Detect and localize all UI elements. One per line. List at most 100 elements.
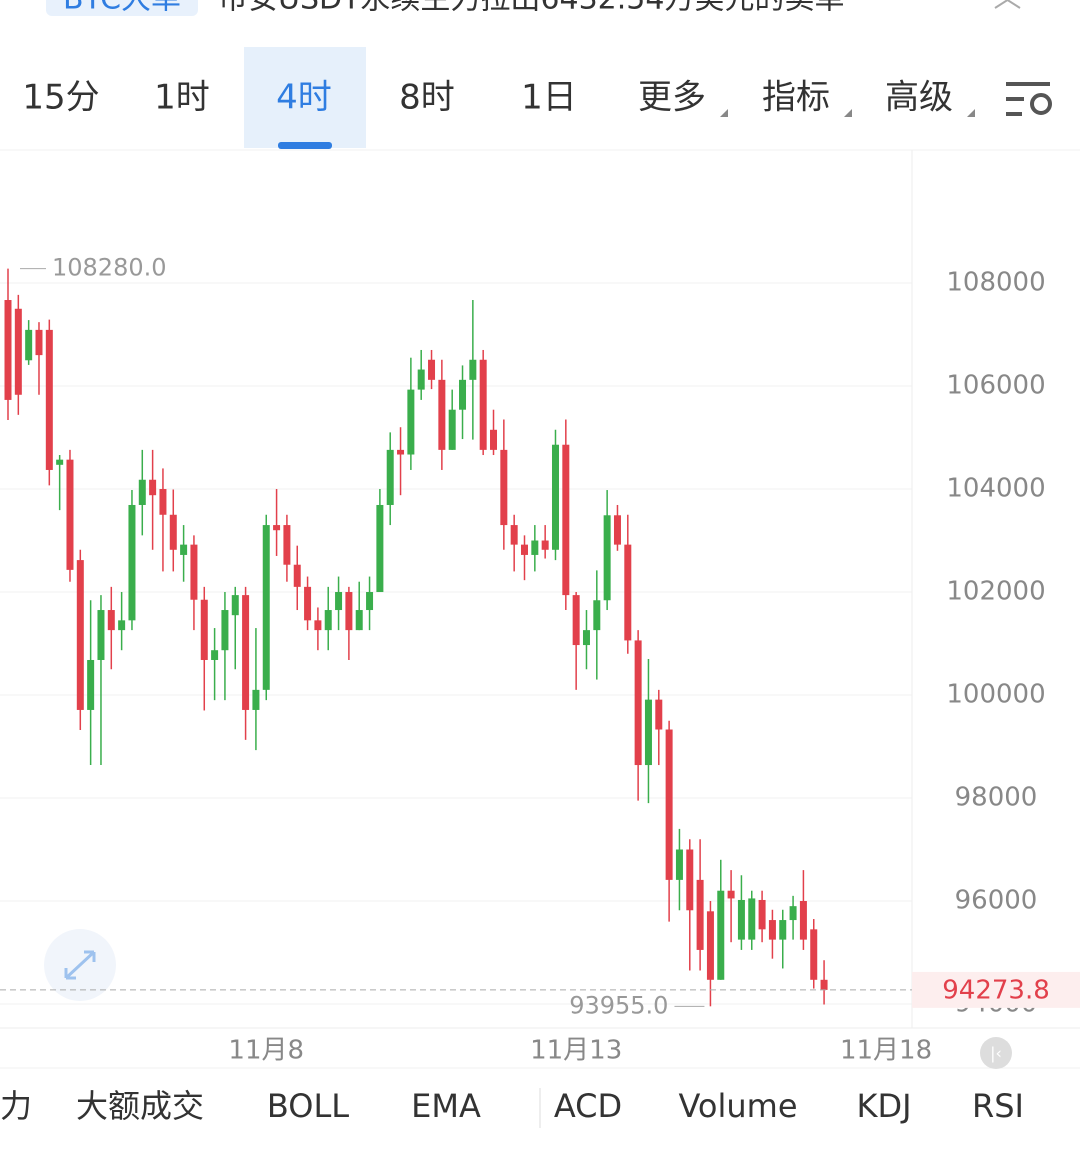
- candle-body: [314, 620, 322, 631]
- candle-body: [4, 300, 12, 400]
- candle-body: [469, 359, 477, 380]
- timeframe-tab[interactable]: 高级: [885, 78, 953, 118]
- candle-body: [56, 459, 64, 465]
- close-icon[interactable]: [994, 0, 1021, 9]
- candle-body: [655, 699, 663, 730]
- indicator-tab[interactable]: EMA: [411, 1087, 481, 1125]
- settings-icon[interactable]: [1006, 82, 1052, 116]
- selected-tab-bar: [278, 142, 332, 149]
- candle-body: [810, 929, 818, 980]
- candle-body: [169, 514, 177, 550]
- candle-body: [66, 459, 74, 570]
- timeframe-tab[interactable]: 1时: [154, 78, 210, 118]
- candle-body: [521, 544, 528, 555]
- candle-body: [252, 689, 260, 710]
- candle-body: [490, 429, 498, 450]
- candle-body: [304, 586, 312, 621]
- candle-body: [799, 901, 807, 940]
- candle-body: [87, 659, 95, 710]
- banner-text[interactable]: 币安USDT永续主力拉出6432.54万美元的卖单: [218, 0, 844, 17]
- timeframe-tab[interactable]: 4时: [276, 78, 332, 118]
- last-price-box: [912, 971, 1080, 1008]
- candle-body: [283, 525, 291, 565]
- candle-body: [779, 920, 787, 940]
- timeframe-tab[interactable]: 15分: [22, 78, 99, 118]
- candle-body: [572, 595, 580, 646]
- candle-body: [345, 592, 353, 631]
- candle-body: [634, 640, 642, 766]
- candle-body: [149, 479, 157, 496]
- candle-body: [97, 610, 105, 660]
- candle-body: [35, 329, 43, 356]
- candle-body: [459, 379, 467, 410]
- y-tick-label: 100000: [946, 680, 1045, 710]
- candle-body: [500, 449, 508, 526]
- reset-button[interactable]: [980, 1037, 1012, 1069]
- indicator-tab[interactable]: 大额成交: [76, 1087, 204, 1125]
- candle-body: [789, 906, 797, 921]
- dropdown-arrow: [720, 109, 728, 117]
- candle-body: [376, 504, 384, 593]
- candle-body: [25, 329, 33, 361]
- candle-body: [593, 600, 601, 631]
- timeframe-tab[interactable]: 8时: [399, 78, 455, 118]
- candle-body: [686, 849, 694, 911]
- candle-body: [118, 620, 126, 631]
- y-tick-label: 108000: [946, 268, 1045, 298]
- indicator-tab[interactable]: RSI: [972, 1087, 1024, 1125]
- candle-body: [448, 409, 456, 450]
- candle-body: [407, 389, 415, 455]
- candle-body: [355, 610, 363, 631]
- candle-body: [717, 890, 725, 980]
- candle-body: [748, 898, 756, 940]
- timeframe-tab[interactable]: 更多: [638, 78, 706, 118]
- max-marker-label: 108280.0: [52, 254, 167, 282]
- candle-body: [180, 544, 188, 555]
- expand-icon: [64, 950, 96, 980]
- candle-body: [397, 449, 405, 455]
- candle-body: [417, 369, 425, 390]
- reset-icon: |‹: [990, 1044, 1002, 1063]
- indicator-tab[interactable]: Volume: [678, 1087, 797, 1125]
- y-tick-label: 102000: [946, 577, 1045, 607]
- candle-body: [551, 444, 559, 550]
- last-price-label: 94273.8: [942, 975, 1050, 1005]
- banner-tag: BTC大单: [63, 0, 181, 17]
- candle-body: [479, 359, 487, 450]
- candle-body: [242, 595, 250, 710]
- candle-body: [624, 544, 632, 641]
- y-tick-label: 104000: [946, 474, 1045, 504]
- y-tick-label: 106000: [946, 371, 1045, 401]
- candle-body: [727, 890, 735, 899]
- candle-body: [665, 729, 673, 880]
- candle-body: [221, 610, 229, 651]
- y-tick-label: 98000: [955, 783, 1038, 813]
- indicator-tab[interactable]: BOLL: [267, 1087, 349, 1125]
- candle-body: [200, 599, 208, 660]
- candle-body: [428, 359, 436, 380]
- candle-body: [696, 879, 704, 950]
- candle-body: [76, 560, 84, 710]
- y-tick-label: 96000: [955, 886, 1038, 916]
- candle-body: [562, 444, 570, 596]
- x-tick-label: 11月8: [228, 1036, 304, 1066]
- candle-body: [510, 525, 518, 545]
- candle-body: [386, 449, 394, 505]
- candle-body: [541, 540, 549, 550]
- indicator-tab[interactable]: 力: [0, 1087, 32, 1125]
- candle-body: [768, 920, 776, 940]
- candle-body: [107, 610, 115, 631]
- x-tick-label: 11月18: [840, 1036, 932, 1066]
- dropdown-arrow: [967, 109, 975, 117]
- candle-body: [758, 899, 766, 930]
- indicator-tab[interactable]: KDJ: [856, 1087, 911, 1125]
- timeframe-tab[interactable]: 指标: [762, 78, 830, 118]
- indicator-tab[interactable]: ACD: [554, 1087, 622, 1125]
- timeframe-tab[interactable]: 1日: [521, 78, 577, 118]
- candle-body: [273, 525, 281, 531]
- banner-tag-bg: [46, 0, 198, 16]
- candle-body: [582, 630, 590, 646]
- candle-body: [366, 592, 374, 611]
- candle-body: [128, 504, 136, 621]
- candle-body: [675, 849, 683, 880]
